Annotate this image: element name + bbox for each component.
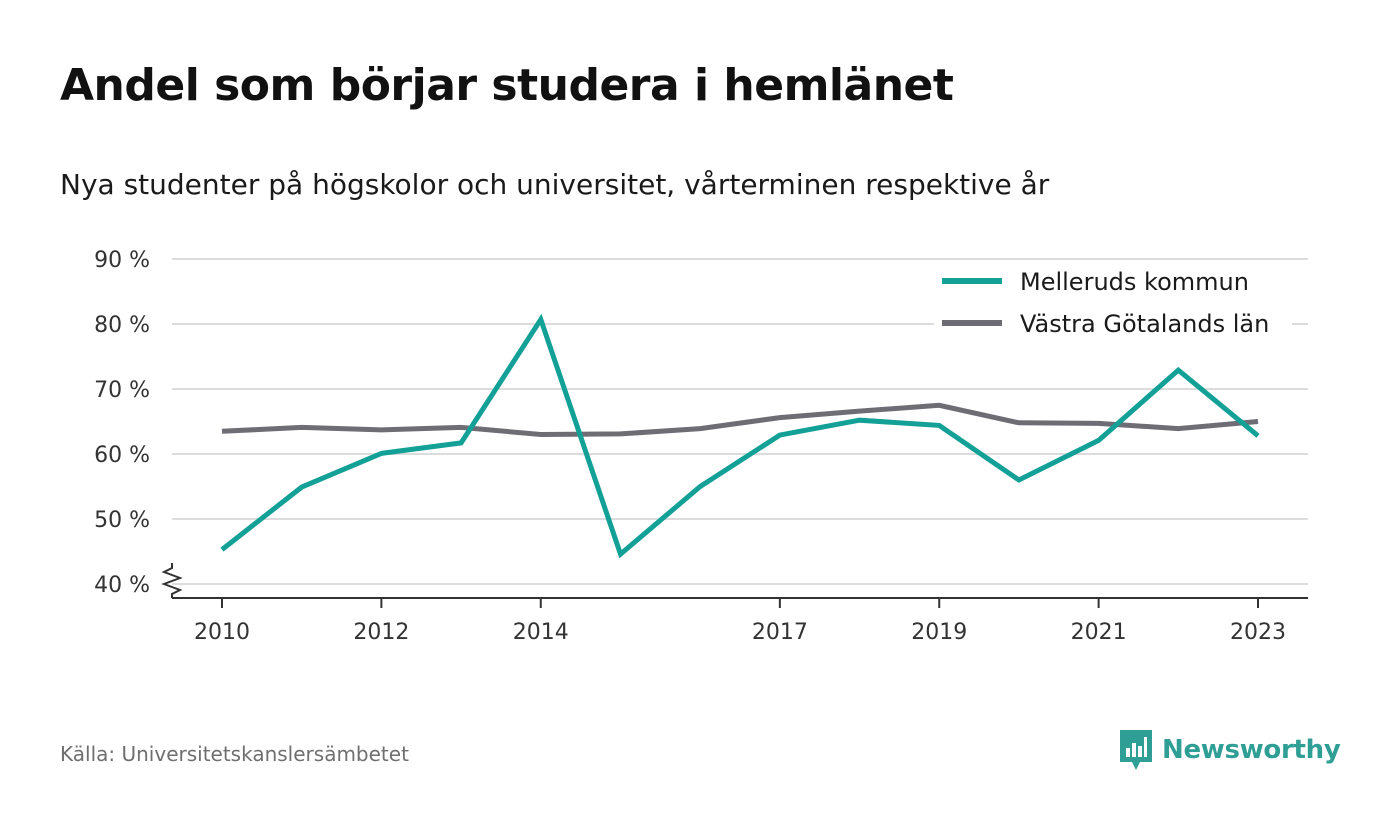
y-tick-label: 90 % bbox=[94, 248, 150, 273]
y-axis-break-mark bbox=[161, 563, 183, 598]
source-note: Källa: Universitetskanslersämbetet bbox=[60, 742, 409, 766]
brand-logo: Newsworthy bbox=[1118, 728, 1341, 772]
x-axis: 2010 2012 2014 2017 2019 2021 2023 bbox=[172, 597, 1308, 645]
x-tick-label: 2021 bbox=[1071, 620, 1127, 645]
chart-subtitle: Nya studenter på högskolor och universit… bbox=[60, 168, 1050, 201]
x-tick-label: 2010 bbox=[194, 620, 250, 645]
chart-title: Andel som börjar studera i hemlänet bbox=[60, 60, 954, 111]
axis-break-icon bbox=[161, 563, 183, 598]
y-tick-labels: 40 % 50 % 60 % 70 % 80 % 90 % bbox=[94, 248, 150, 598]
legend-label: Västra Götalands län bbox=[1020, 310, 1269, 338]
y-tick-label: 40 % bbox=[94, 573, 150, 598]
x-tick-label: 2012 bbox=[353, 620, 409, 645]
series-line-1 bbox=[220, 313, 1260, 559]
series-line-2 bbox=[221, 402, 1259, 438]
brand-name: Newsworthy bbox=[1162, 735, 1341, 765]
newsworthy-logo-icon bbox=[1120, 730, 1152, 770]
y-tick-label: 50 % bbox=[94, 508, 150, 533]
legend: Melleruds kommun Västra Götalands län bbox=[934, 262, 1292, 350]
y-tick-label: 70 % bbox=[94, 378, 150, 403]
y-tick-label: 60 % bbox=[94, 443, 150, 468]
legend-background bbox=[934, 262, 1292, 350]
series-lines bbox=[220, 313, 1260, 559]
x-tick-label: 2023 bbox=[1230, 620, 1286, 645]
x-tick-label: 2019 bbox=[911, 620, 967, 645]
y-tick-label: 80 % bbox=[94, 313, 150, 338]
x-tick-label: 2017 bbox=[752, 620, 808, 645]
legend-label: Melleruds kommun bbox=[1020, 268, 1249, 296]
x-tick-label: 2014 bbox=[513, 620, 569, 645]
gridlines bbox=[172, 258, 1308, 585]
